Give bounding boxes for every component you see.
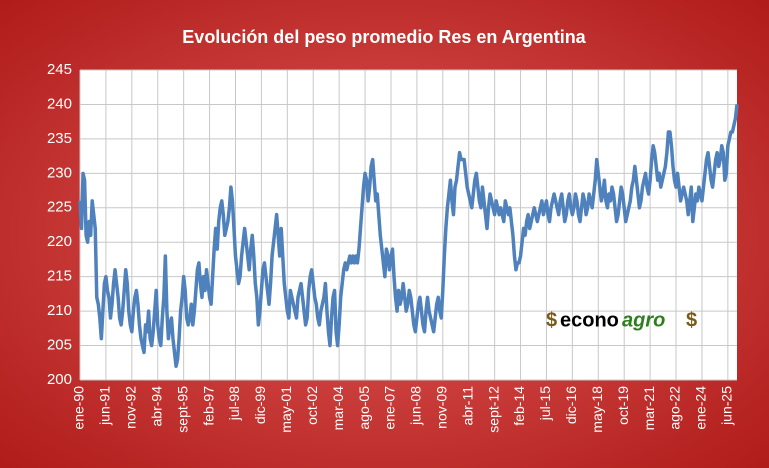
x-tick-label: sept-12 [485, 386, 501, 433]
x-tick-label: jul-15 [537, 386, 553, 421]
x-tick-label: jul-98 [226, 386, 242, 421]
plot-area [80, 70, 737, 380]
x-tick-label: mar-21 [641, 386, 657, 431]
logo-dollar: $ [546, 309, 557, 331]
x-tick-label: jun-91 [97, 386, 113, 426]
y-tick-label: 215 [47, 268, 72, 285]
y-tick-label: 245 [47, 61, 72, 78]
x-tick-label: nov-09 [434, 386, 450, 429]
logo-dollar: $ [686, 309, 697, 331]
logo-agro: agro [622, 309, 665, 331]
x-tick-label: abr-11 [459, 386, 475, 426]
x-tick-label: sept-95 [174, 386, 190, 433]
x-tick-label: ene-90 [71, 386, 87, 430]
x-tick-label: feb-14 [511, 386, 527, 426]
y-tick-label: 200 [47, 371, 72, 388]
x-tick-label: feb-97 [200, 386, 216, 426]
x-tick-label: abr-94 [148, 386, 164, 427]
x-tick-label: mar-04 [330, 386, 346, 431]
y-tick-label: 210 [47, 302, 72, 319]
x-tick-label: jun-08 [408, 386, 424, 426]
y-tick-label: 220 [47, 233, 72, 250]
logo-econo: econo [560, 309, 619, 331]
chart-title: Evolución del peso promedio Res en Argen… [182, 27, 586, 47]
y-tick-label: 230 [47, 164, 72, 181]
x-tick-label: dic-99 [252, 386, 268, 424]
y-tick-label: 235 [47, 130, 72, 147]
line [78, 104, 739, 368]
x-tick-label: may-01 [278, 386, 294, 433]
y-tick-label: 240 [47, 95, 72, 112]
x-tick-label: ago-05 [356, 386, 372, 430]
x-tick-label: ene-24 [693, 386, 709, 430]
y-tick-label: 225 [47, 199, 72, 216]
logo: $ econo agro $ [546, 309, 697, 331]
x-tick-label: may-18 [589, 386, 605, 433]
x-tick-label: oct-02 [304, 386, 320, 425]
x-tick-label: jun-25 [719, 386, 735, 426]
x-tick-label: ago-22 [667, 386, 683, 430]
x-tick-label: oct-19 [615, 386, 631, 425]
x-tick-label: nov-92 [123, 386, 139, 429]
y-tick-label: 205 [47, 337, 72, 354]
x-tick-label: dic-16 [563, 386, 579, 424]
x-tick-label: ene-07 [382, 386, 398, 430]
